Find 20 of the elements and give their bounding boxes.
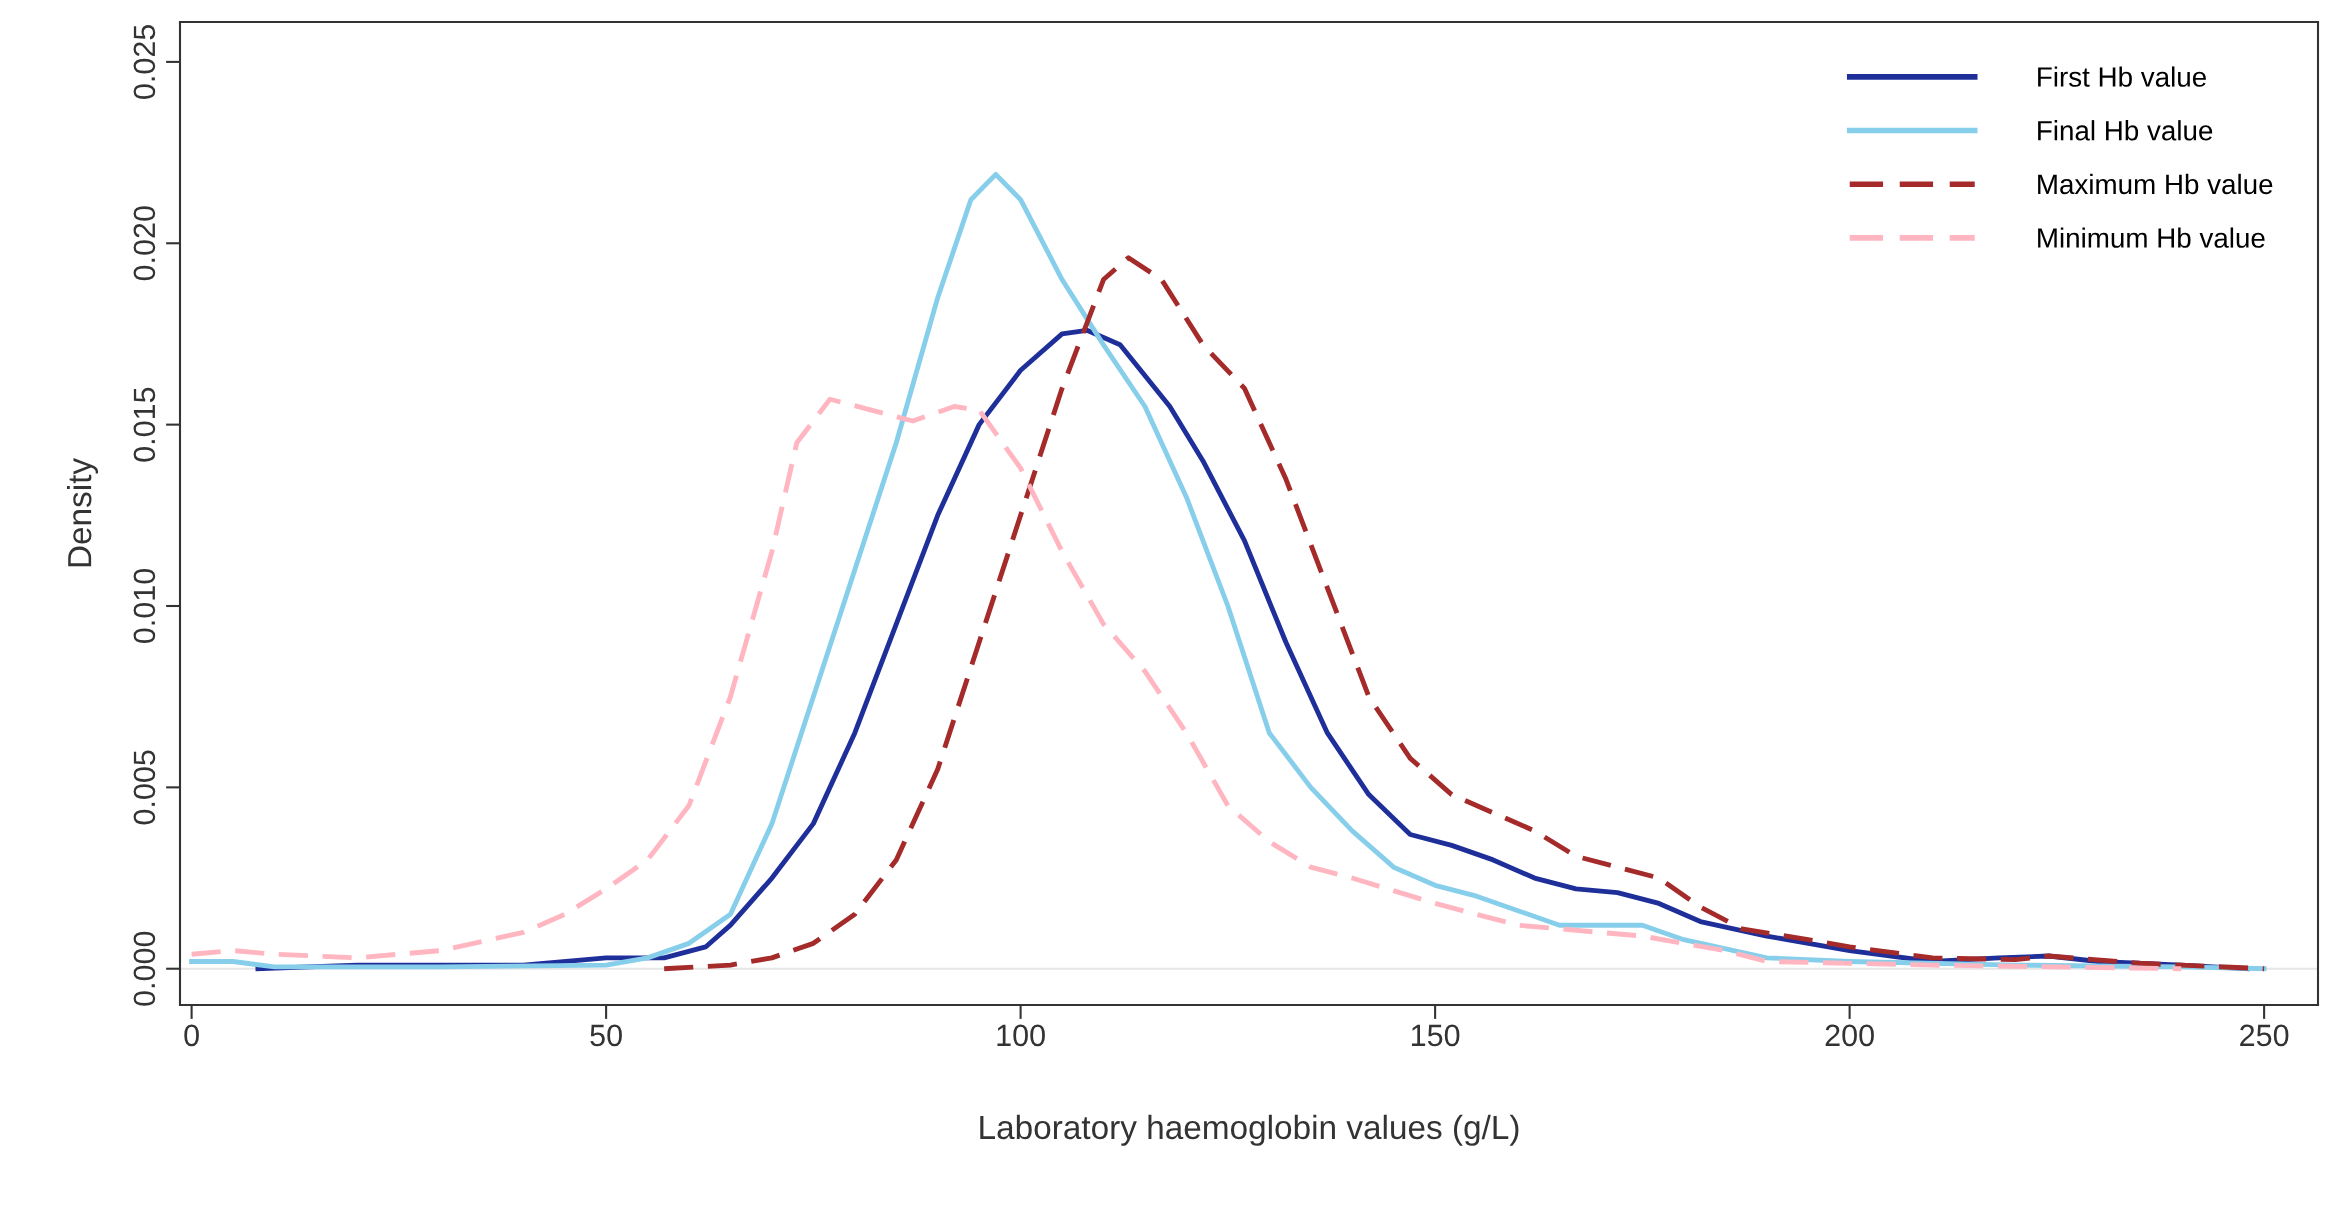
- y-tick-label: 0.020: [133, 206, 156, 281]
- x-tick-label: 0: [184, 1024, 199, 1047]
- legend-label: First Hb value: [2038, 66, 2206, 87]
- y-tick-label: 0.015: [133, 387, 156, 462]
- legend-label: Minimum Hb value: [2038, 227, 2265, 248]
- legend-label: Final Hb value: [2038, 120, 2213, 141]
- legend-label: Maximum Hb value: [2038, 173, 2273, 195]
- x-tick-label: 250: [2240, 1024, 2289, 1047]
- y-tick-label: 0.000: [133, 931, 156, 1006]
- y-tick-label: 0.010: [133, 568, 156, 644]
- line-series: [189, 396, 2184, 972]
- y-tick-label: 0.005: [133, 750, 156, 825]
- line-series: [661, 255, 2267, 972]
- x-axis-title: Laboratory haemoglobin values (g/L): [980, 1114, 1519, 1146]
- x-tick-label: 200: [1825, 1024, 1874, 1047]
- x-tick-label: 100: [997, 1024, 1045, 1047]
- y-axis-title: Density: [66, 457, 99, 567]
- x-tick-label: 50: [590, 1024, 622, 1047]
- y-tick-label: 0.025: [133, 24, 156, 99]
- x-tick-label: 150: [1411, 1024, 1460, 1047]
